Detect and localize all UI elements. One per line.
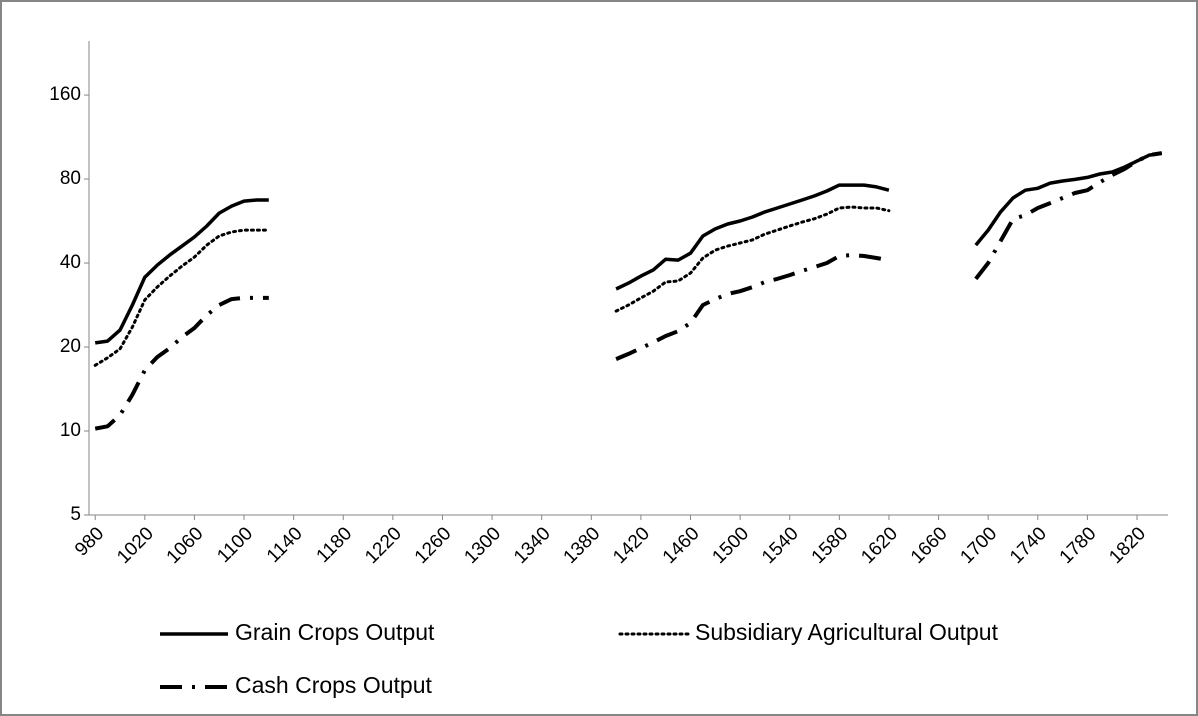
y-tick-label: 40 xyxy=(60,252,81,273)
y-tick-label: 10 xyxy=(60,420,81,441)
series-line xyxy=(93,228,271,367)
legend-label: Grain Crops Output xyxy=(235,619,435,645)
y-tick-label: 5 xyxy=(70,504,81,525)
y-tick-label: 20 xyxy=(60,336,81,357)
series-line xyxy=(615,253,890,361)
legend-label: Subsidiary Agricultural Output xyxy=(695,619,999,645)
series-line xyxy=(94,295,269,431)
series-line xyxy=(974,151,1163,281)
legend-label: Cash Crops Output xyxy=(235,672,432,698)
series-line xyxy=(615,183,890,291)
series-line xyxy=(94,198,269,345)
y-tick-label: 80 xyxy=(60,168,81,189)
series-line xyxy=(614,205,891,313)
y-tick-label: 160 xyxy=(49,84,81,105)
